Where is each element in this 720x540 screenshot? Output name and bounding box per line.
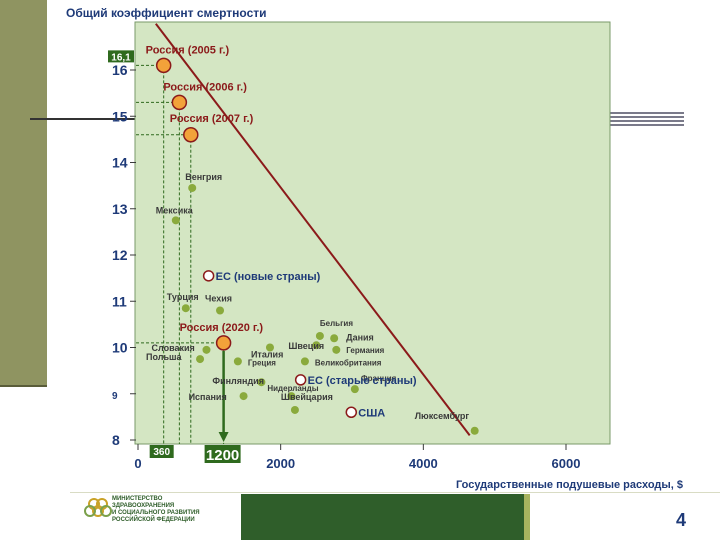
title-background: [47, 6, 285, 21]
highlight-x-label: 360: [153, 447, 170, 458]
logo-line: Российской Федерации: [112, 517, 195, 523]
country-label: Нидерланды: [267, 384, 318, 393]
russia-point: [155, 57, 172, 74]
y-tick-label: 10: [112, 340, 128, 356]
highlight-x-label: 1200: [206, 447, 239, 464]
country-label: Греция: [248, 358, 276, 367]
projection-arrow-head: [218, 432, 229, 442]
x-tick-label: 2000: [266, 456, 295, 471]
country-label: Германия: [346, 346, 384, 355]
country-point: [287, 392, 296, 401]
logo-line: Министерство: [112, 496, 163, 502]
footer-rule: [70, 492, 720, 493]
left-decorative-band: [0, 0, 47, 385]
russia-point: [171, 94, 188, 111]
country-label: Словакия: [151, 343, 194, 353]
russia-label: Россия (2005 г.): [146, 44, 230, 56]
x-tick-label: 6000: [552, 456, 581, 471]
country-label: Швейцария: [281, 392, 333, 402]
y-tick-label: 14: [112, 155, 128, 171]
russia-label: Россия (2007 г.): [170, 113, 254, 125]
x-axis-label: Государственные подушевые расходы, $: [456, 479, 683, 491]
country-label: Италия: [251, 350, 283, 360]
country-point: [300, 357, 309, 366]
country-label: Бельгия: [320, 319, 353, 328]
reference-label: ЕС (старые страны): [308, 375, 417, 387]
country-label: Великобритания: [315, 358, 382, 367]
logo-line: и социального развития: [112, 510, 200, 516]
footer-green-block: [241, 494, 524, 540]
country-point: [181, 304, 190, 313]
country-point: [330, 334, 339, 343]
country-label: Швеция: [288, 341, 324, 351]
left-decorative-rule: [0, 385, 47, 387]
x-tick-label: 4000: [409, 456, 438, 471]
trend-line: [155, 23, 471, 436]
reference-label: США: [358, 407, 385, 419]
highlight-x-box: [149, 445, 174, 458]
ministry-logo-text: Министерство здравоохранения и социально…: [112, 496, 200, 524]
reference-point: [202, 270, 215, 282]
russia-label: Россия (2006 г.): [163, 81, 247, 93]
x-tick-label: 0: [134, 456, 141, 471]
reference-point: [294, 374, 307, 386]
country-point: [257, 378, 266, 387]
country-label: Мексика: [156, 205, 194, 215]
country-label: Венгрия: [185, 172, 222, 182]
plot-area: [134, 21, 611, 445]
russia-label: Россия (2020 г.): [180, 322, 264, 334]
y-tick-label: 16: [112, 62, 128, 78]
page-number: 4: [676, 510, 687, 530]
y-tick-label: 13: [112, 201, 128, 217]
country-label: Польша: [146, 352, 182, 362]
country-point: [188, 183, 197, 192]
highlight-y-box: [108, 50, 134, 63]
y-tick-label: 15: [112, 108, 128, 124]
country-label: Чехия: [205, 294, 232, 304]
decorative-line-left: [30, 118, 142, 120]
decorative-lines-right: [600, 112, 684, 128]
y-tick-label: 8: [112, 432, 120, 448]
country-point: [290, 405, 299, 414]
country-point: [239, 392, 248, 401]
highlight-x-box: [204, 445, 241, 463]
country-point: [216, 306, 225, 315]
y-tick-label: 9: [112, 391, 118, 402]
country-point: [202, 345, 211, 354]
country-point: [265, 343, 274, 352]
russia-point: [215, 335, 232, 351]
country-label: Испания: [189, 392, 227, 402]
country-label: Финляндия: [212, 376, 264, 386]
footer-green-strip: [524, 494, 530, 540]
highlight-y-label: 16,1: [111, 52, 131, 63]
country-point: [312, 341, 321, 350]
reference-point: [345, 406, 358, 418]
ministry-logo-icon: [84, 498, 112, 517]
country-label: Турция: [167, 292, 199, 302]
country-point: [196, 355, 205, 364]
country-point: [470, 426, 479, 435]
country-point: [171, 216, 180, 225]
country-label: Дания: [346, 332, 374, 342]
y-tick-label: 11: [112, 293, 127, 309]
country-point: [332, 345, 341, 354]
country-point: [233, 357, 242, 366]
y-tick-label: 12: [112, 247, 128, 263]
russia-point: [183, 127, 199, 143]
country-label: Люксембург: [415, 411, 470, 421]
logo-line: здравоохранения: [112, 503, 175, 509]
chart-title: Общий коэффициент смертности: [66, 6, 267, 20]
country-point: [350, 385, 359, 394]
reference-label: ЕС (новые страны): [216, 271, 321, 283]
country-point: [315, 331, 324, 340]
country-label: Франция: [361, 374, 397, 383]
